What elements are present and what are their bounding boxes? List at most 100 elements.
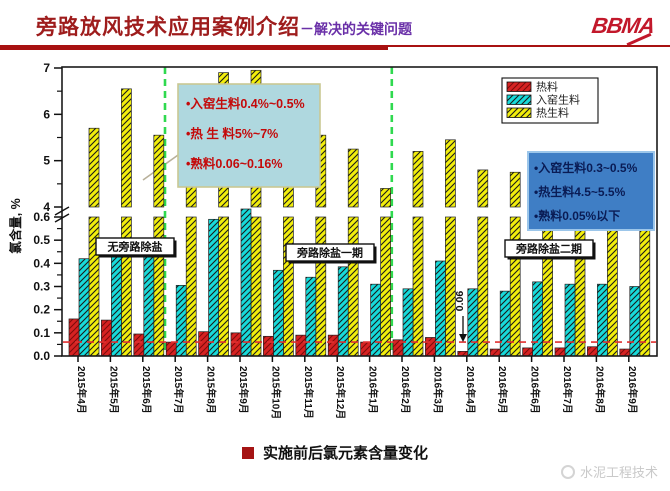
bar-resuhengliao-top [477, 169, 489, 208]
annotation-box-before-rect [177, 83, 321, 188]
x-tick-label-2016年1月: 2016年1月 [367, 366, 380, 414]
bar-reliao [263, 335, 274, 357]
bar-ruyaoshengliao [532, 281, 543, 357]
bar-chart: 4 5 6 7 0.0 0.1 0.2 0.3 0.4 0.5 0.6 氯含量, % 2015年4月 20… [8, 61, 658, 419]
bar-reliao [522, 347, 533, 357]
y-tick-label-0.3: 0.3 [33, 280, 50, 294]
annotation-after-line-1: •入窑生料0.3~0.5% [534, 160, 638, 175]
x-tick-label-2016年2月: 2016年2月 [399, 366, 412, 414]
period-label-2: 旁路除盐一期 [285, 243, 377, 264]
x-tick-label-2015年4月: 2015年4月 [75, 366, 88, 414]
annotation-after-line-2: •热生料4.5~5.5% [534, 184, 626, 199]
caption-text: 实施前后氯元素含量变化 [262, 445, 428, 462]
bar-resuhengliao-bottom [639, 216, 651, 357]
legend-label-入窑生料: 入窑生料 [536, 93, 580, 107]
period-label-box [285, 243, 375, 262]
period-label-box [504, 239, 594, 258]
bar-group-2016年2月 [392, 151, 424, 357]
y-tick-label-6: 6 [43, 107, 50, 121]
period-label-text: 无旁路除盐 [107, 240, 163, 254]
bar-ruyaoshengliao [467, 288, 479, 357]
x-tick-label-2015年7月: 2015年7月 [172, 366, 185, 414]
y-tick-label-0.0: 0.0 [33, 349, 50, 363]
x-tick-label-2015年8月: 2015年8月 [205, 366, 218, 414]
callout-arrow-head [459, 334, 467, 342]
annotation-after-line-3: •熟料0.05%以下 [534, 208, 620, 223]
legend-label-热料: 热料 [536, 80, 558, 94]
annotation-box-after: •入窑生料0.3~0.5% •热生料4.5~5.5% •熟料0.05%以下 [527, 151, 655, 231]
y-axis-label: 氯含量, % [8, 198, 23, 254]
x-tick-label-2015年9月: 2015年9月 [237, 366, 250, 414]
x-tick-label-2016年6月: 2016年6月 [529, 366, 542, 414]
legend-swatch-热料 [506, 81, 532, 92]
period-label-3: 旁路除盐二期 [504, 239, 596, 260]
bar-reliao [327, 334, 339, 357]
x-tick-label-2016年9月: 2016年9月 [626, 366, 639, 414]
axis-break-mark [54, 206, 70, 216]
bar-resuhengliao-top [153, 134, 165, 208]
x-tick-label-2015年10月: 2015年10月 [269, 366, 282, 419]
bar-reliao [101, 319, 112, 357]
bar-group-2016年4月 [457, 169, 489, 357]
annotation-before-line-3: •熟料0.06~0.16% [186, 156, 282, 171]
annotation-box-after-rect [527, 151, 655, 231]
bar-reliao [198, 331, 209, 357]
bar-reliao [68, 318, 80, 357]
bar-reliao [619, 348, 631, 357]
period-label-text: 旁路除盐一期 [296, 246, 363, 260]
watermark-text: 水泥工程技术 [579, 465, 658, 480]
x-tick-label-2016年4月: 2016年4月 [464, 366, 477, 414]
bar-ruyaoshengliao [305, 276, 317, 357]
y-tick-label-0.2: 0.2 [33, 303, 50, 317]
bar-resuhengliao-top [88, 127, 100, 208]
bar-ruyaoshengliao [240, 208, 252, 357]
chart-caption: 实施前后氯元素含量变化 [0, 442, 670, 463]
legend-swatch-热生料 [506, 107, 532, 118]
x-tick-label-2016年5月: 2016年5月 [496, 366, 509, 414]
y-tick-label-4: 4 [43, 200, 50, 214]
bar-reliao [554, 347, 566, 357]
title-rule-thin [388, 45, 670, 47]
bar-ruyaoshengliao [402, 288, 414, 357]
bar-ruyaoshengliao [273, 269, 284, 357]
bar-resuhengliao-bottom [218, 216, 229, 357]
bar-resuhengliao-bottom [283, 216, 294, 357]
bar-resuhengliao-bottom [380, 216, 391, 357]
x-tick-label-2016年7月: 2016年7月 [561, 366, 574, 414]
bar-ruyaoshengliao [597, 283, 608, 357]
bar-reliao [133, 333, 145, 357]
y-tick-label-5: 5 [43, 154, 50, 168]
x-tick-label-2016年8月: 2016年8月 [593, 366, 606, 414]
bar-resuhengliao-bottom [509, 216, 521, 357]
bar-ruyaoshengliao [629, 286, 641, 357]
bar-resuhengliao-bottom [445, 216, 456, 357]
bar-ruyaoshengliao [111, 256, 122, 357]
bar-ruyaoshengliao [499, 290, 511, 357]
bar-ruyaoshengliao [564, 283, 576, 357]
bar-resuhengliao-top [412, 151, 424, 208]
period-label-text: 旁路除盐二期 [515, 242, 582, 256]
bar-resuhengliao-top [509, 171, 521, 208]
y-tick-label-0.6: 0.6 [33, 210, 50, 224]
bar-resuhengliao-bottom [477, 216, 489, 357]
bar-ruyaoshengliao [370, 283, 381, 357]
title-subtitle: －解决的关键问题 [300, 21, 412, 37]
bar-ruyaoshengliao [175, 284, 187, 357]
x-tick-label-2015年6月: 2015年6月 [140, 366, 153, 414]
y-tick-label-0.1: 0.1 [33, 326, 50, 340]
annotation-before-line-2: •热 生 料5%~7% [186, 126, 278, 141]
y-tick-label-7: 7 [43, 61, 50, 75]
bar-resuhengliao-bottom [315, 216, 327, 357]
bar-resuhengliao-bottom [542, 216, 553, 357]
title-main: 旁路放风技术应用案例介绍 [36, 16, 300, 39]
bar-reliao [295, 334, 307, 357]
reference-callout-text: 0.06 [454, 291, 466, 312]
bar-resuhengliao-top [380, 188, 391, 208]
bar-resuhengliao-bottom [607, 216, 618, 357]
y-tick-label-0.5: 0.5 [33, 233, 50, 247]
period-label-1: 无旁路除盐 [95, 237, 177, 258]
bar-resuhengliao-bottom [347, 216, 359, 357]
legend-label-热生料: 热生料 [536, 106, 569, 120]
